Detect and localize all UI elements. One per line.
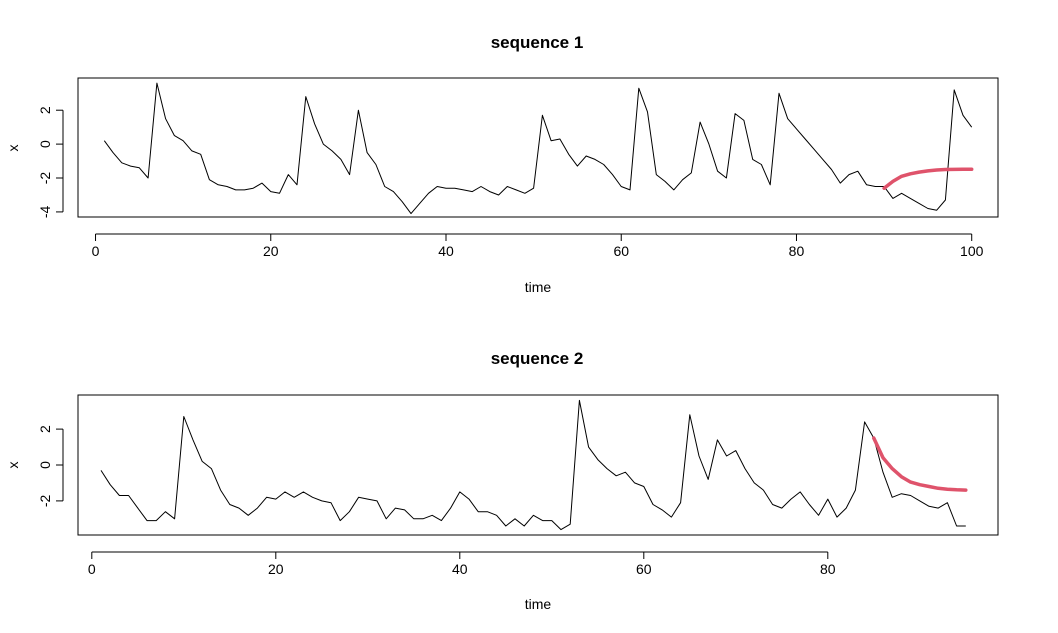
x-tick-label: 60: [636, 561, 652, 577]
y-tick-label: 2: [37, 425, 53, 433]
x-tick-label: 20: [263, 243, 279, 259]
x-tick-label: 60: [613, 243, 629, 259]
y-tick-label: 2: [37, 106, 53, 114]
x-tick-label: 40: [452, 561, 468, 577]
y-tick-label: -2: [37, 494, 53, 507]
chart-panel-2: sequence 2 0 20 40 60 80 -2 0 2 time x: [5, 349, 999, 612]
plot-frame-1: [77, 77, 999, 218]
y-ticks-2: -2 0 2: [37, 425, 63, 507]
series-line-observed: [103, 82, 973, 215]
chart-title-1: sequence 1: [491, 33, 584, 52]
x-tick-label: 0: [92, 243, 100, 259]
series-group-1: [103, 82, 974, 215]
series-line-forecast: [872, 436, 968, 492]
plot-frame-2: [77, 394, 999, 536]
x-axis-label-2: time: [525, 596, 552, 612]
chart-title-2: sequence 2: [491, 349, 584, 368]
y-tick-label: 0: [37, 461, 53, 469]
series-line-observed: [100, 399, 966, 531]
x-tick-label: 80: [789, 243, 805, 259]
y-axis-label-1: x: [5, 145, 21, 152]
x-axis-label-1: time: [525, 279, 552, 295]
x-tick-label: 0: [88, 561, 96, 577]
x-tick-label: 100: [960, 243, 984, 259]
x-ticks-2: 0 20 40 60 80: [88, 552, 836, 577]
y-tick-label: 0: [37, 140, 53, 148]
y-axis-label-2: x: [5, 462, 21, 469]
x-tick-label: 20: [268, 561, 284, 577]
x-tick-label: 80: [820, 561, 836, 577]
y-ticks-1: -4 -2 0 2: [37, 106, 63, 218]
chart-panel-1: sequence 1 0 20 40 60 80 100 -4 -2 0 2 time x: [5, 33, 999, 295]
x-tick-label: 40: [438, 243, 454, 259]
series-group-2: [100, 399, 968, 531]
series-line-forecast: [882, 167, 974, 190]
y-tick-label: -2: [37, 172, 53, 185]
x-ticks-1: 0 20 40 60 80 100: [92, 234, 984, 259]
y-tick-label: -4: [37, 205, 53, 218]
